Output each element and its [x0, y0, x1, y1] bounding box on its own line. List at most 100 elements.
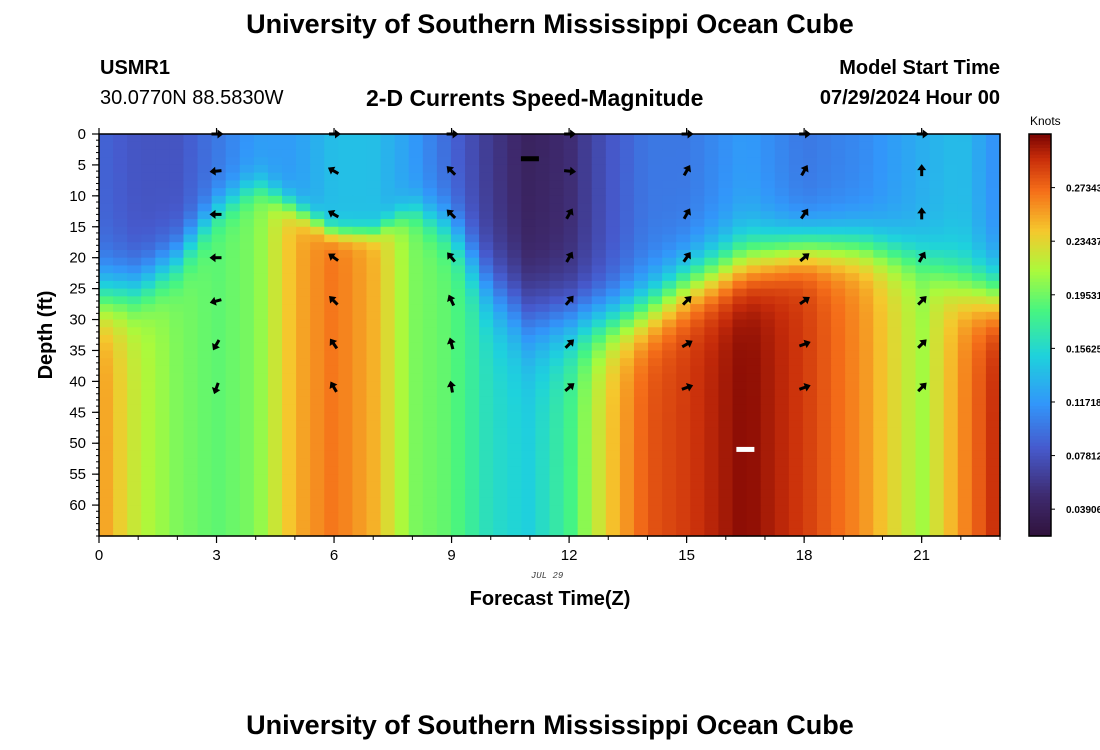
heatmap-cell — [394, 365, 410, 375]
heatmap-cell — [324, 365, 339, 375]
heatmap-cell — [760, 149, 776, 158]
heatmap-cell — [816, 342, 832, 352]
heatmap-cell — [113, 211, 128, 220]
heatmap-cell — [943, 265, 959, 274]
heatmap-cell — [887, 512, 903, 522]
heatmap-cell — [662, 481, 677, 491]
heatmap-cell — [732, 288, 748, 297]
heatmap-cell — [352, 327, 368, 336]
heatmap-cell — [591, 342, 607, 352]
heatmap-cell — [746, 249, 762, 259]
heatmap-cell — [493, 435, 508, 444]
colorbar-segment — [1029, 402, 1051, 406]
heatmap-cell — [859, 474, 874, 483]
heatmap-cell — [732, 319, 748, 328]
heatmap-cell — [704, 450, 720, 460]
heatmap-cell — [957, 389, 973, 398]
heatmap-cell — [774, 420, 790, 429]
heatmap-cell — [183, 427, 199, 437]
heatmap-cell — [155, 327, 170, 336]
heatmap-cell — [141, 188, 156, 197]
heatmap-cell — [450, 489, 466, 498]
heatmap-cell — [549, 249, 565, 259]
heatmap-cell — [436, 412, 452, 421]
heatmap-cell — [141, 180, 156, 189]
heatmap-cell — [338, 257, 354, 267]
heatmap-cell — [183, 381, 199, 390]
heatmap-cell — [605, 396, 621, 406]
heatmap-cell — [535, 234, 551, 243]
heatmap-cell — [845, 342, 860, 352]
heatmap-cell — [338, 342, 354, 352]
heatmap-cell — [859, 219, 874, 228]
heatmap-cell — [239, 365, 255, 375]
heatmap-cell — [310, 288, 325, 297]
heatmap-cell — [141, 195, 156, 205]
heatmap-cell — [450, 134, 466, 143]
heatmap-cell — [943, 458, 959, 468]
heatmap-cell — [99, 164, 114, 174]
heatmap-cell — [521, 443, 537, 452]
heatmap-cell — [929, 134, 945, 143]
heatmap-cell — [915, 435, 931, 444]
heatmap-cell — [225, 157, 241, 166]
heatmap-cell — [225, 195, 241, 205]
arrow-head — [919, 296, 927, 304]
current-arrow — [564, 295, 574, 306]
heatmap-cell — [127, 427, 142, 437]
colorbar-segment — [1029, 448, 1051, 453]
heatmap-cell — [943, 404, 959, 413]
heatmap-cell — [704, 489, 720, 498]
heatmap-cell — [845, 195, 860, 205]
heatmap-cell — [113, 257, 128, 267]
heatmap-cell — [774, 157, 790, 166]
heatmap-cell — [732, 489, 748, 498]
colorbar-segment — [1029, 177, 1051, 182]
heatmap-cell — [957, 520, 973, 529]
heatmap-cell — [859, 342, 874, 352]
heatmap-cell — [591, 528, 607, 537]
heatmap-cell — [887, 234, 903, 243]
heatmap-cell — [296, 373, 311, 382]
heatmap-cell — [605, 389, 621, 398]
heatmap-cell — [338, 265, 354, 274]
heatmap-cell — [774, 466, 790, 475]
heatmap-cell — [366, 427, 382, 437]
heatmap-cell — [99, 404, 114, 413]
heatmap-cell — [943, 304, 959, 313]
heatmap-cell — [380, 427, 396, 437]
heatmap-cell — [197, 141, 213, 151]
heatmap-cell — [859, 311, 874, 321]
heatmap-cell — [338, 520, 354, 529]
heatmap-cell — [732, 381, 748, 390]
colorbar-segment — [1029, 341, 1051, 346]
heatmap-cell — [718, 257, 734, 267]
heatmap-cell — [831, 335, 846, 344]
heatmap-cell — [310, 141, 325, 151]
heatmap-cell — [605, 474, 621, 483]
heatmap-cell — [605, 234, 621, 243]
heatmap-cell — [760, 172, 776, 181]
heatmap-cell — [676, 489, 691, 498]
heatmap-cell — [507, 497, 522, 506]
arrow-head — [917, 207, 927, 214]
heatmap-cell — [915, 373, 931, 382]
heatmap-cell — [380, 234, 396, 243]
heatmap-cell — [760, 342, 776, 352]
heatmap-cell — [183, 520, 199, 529]
heatmap-cell — [225, 497, 241, 506]
heatmap-cell — [563, 242, 579, 251]
heatmap-cell — [549, 195, 565, 205]
heatmap-cell — [366, 435, 382, 444]
heatmap-cell — [816, 481, 832, 491]
heatmap-cell — [183, 296, 199, 305]
heatmap-cell — [394, 195, 410, 205]
heatmap-cell — [746, 288, 762, 297]
heatmap-cell — [887, 242, 903, 251]
heatmap-cell — [380, 211, 396, 220]
heatmap-cell — [957, 497, 973, 506]
heatmap-cell — [887, 257, 903, 267]
heatmap-cell — [507, 412, 522, 421]
colorbar-segment — [1029, 358, 1051, 363]
heatmap-cell — [225, 474, 241, 483]
